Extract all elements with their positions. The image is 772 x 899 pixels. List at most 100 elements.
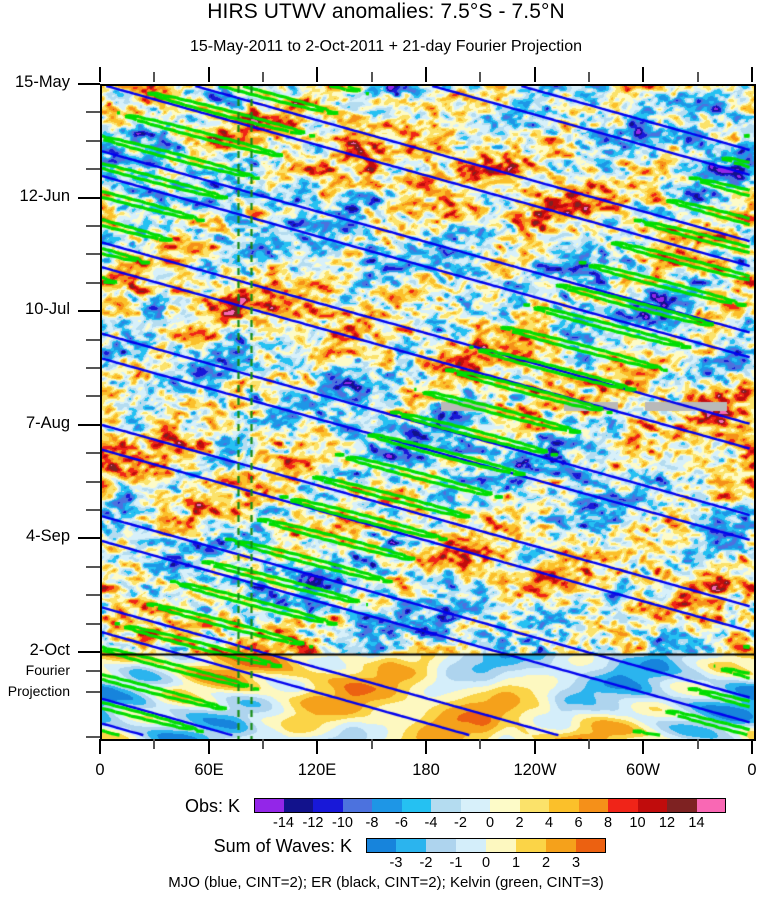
x-tick-minor-top bbox=[262, 72, 264, 82]
x-tick-minor bbox=[697, 739, 699, 749]
y-tick-minor bbox=[86, 670, 100, 672]
colorbar-tick-label: 3 bbox=[571, 855, 581, 871]
x-tick-minor-top bbox=[153, 72, 155, 82]
x-tick-minor bbox=[262, 739, 264, 749]
colorbar-swatches bbox=[254, 798, 726, 813]
colorbar-tick-label: 10 bbox=[629, 815, 646, 831]
y-tick-major bbox=[78, 537, 100, 539]
colorbar-swatch bbox=[546, 838, 576, 853]
colorbar-tick-label: 0 bbox=[481, 855, 491, 871]
x-tick-major-top bbox=[425, 67, 427, 82]
colorbar-swatches bbox=[366, 838, 606, 853]
y-tick-label: 2-Oct bbox=[29, 641, 70, 659]
x-tick-major-top bbox=[642, 67, 644, 82]
colorbar-swatch bbox=[696, 798, 726, 813]
colorbar-swatch bbox=[431, 798, 461, 813]
x-tick-major bbox=[425, 739, 427, 754]
wave-legend-caption: MJO (blue, CINT=2); ER (black, CINT=2); … bbox=[168, 874, 604, 891]
colorbar-tick-label: -10 bbox=[332, 815, 353, 831]
colorbar-tick-label: 0 bbox=[485, 815, 495, 831]
y-tick-label: 4-Sep bbox=[25, 527, 70, 545]
colorbar-title: Sum of Waves: K bbox=[213, 836, 352, 856]
x-tick-minor-top bbox=[479, 72, 481, 82]
x-tick-major bbox=[99, 739, 101, 754]
x-tick-major bbox=[751, 739, 753, 754]
colorbar-title: Obs: K bbox=[184, 796, 240, 816]
colorbar-swatch bbox=[283, 798, 313, 813]
colorbar-swatch bbox=[456, 838, 486, 853]
y-tick-minor bbox=[86, 140, 100, 142]
x-tick-label: 0 bbox=[95, 761, 105, 779]
x-tick-major bbox=[208, 739, 210, 754]
y-tick-major bbox=[78, 83, 100, 85]
y-tick-label: 7-Aug bbox=[25, 414, 70, 432]
x-tick-minor bbox=[153, 739, 155, 749]
colorbar-swatch bbox=[516, 838, 546, 853]
y-tick-major bbox=[78, 197, 100, 199]
colorbar-tick-label: -1 bbox=[449, 855, 463, 871]
y-tick-minor bbox=[86, 395, 100, 397]
colorbar-swatch bbox=[366, 838, 396, 853]
colorbar-tick-label: 6 bbox=[574, 815, 583, 831]
colorbar-swatch bbox=[486, 838, 516, 853]
colorbar-obs: Obs: K -14 -12 -10 -8 -6 -4 -2 0 2 4 6 8 10 12 14 bbox=[0, 796, 772, 836]
x-tick-label: 0 bbox=[747, 761, 757, 779]
page-title: HIRS UTWV anomalies: 7.5°S - 7.5°N bbox=[207, 0, 565, 23]
x-tick-label: 120E bbox=[297, 761, 337, 779]
y-tick-minor bbox=[86, 736, 100, 738]
colorbar-swatch bbox=[549, 798, 579, 813]
forecast-label-line1: Fourier bbox=[25, 662, 70, 678]
colorbar-tick-label: -6 bbox=[395, 815, 408, 831]
y-tick-minor bbox=[86, 452, 100, 454]
x-tick-minor bbox=[588, 739, 590, 749]
page-subtitle: 15-May-2011 to 2-Oct-2011 + 21-day Fouri… bbox=[189, 38, 583, 55]
x-tick-minor-top bbox=[371, 72, 373, 82]
colorbar-tick-label: -3 bbox=[389, 855, 403, 871]
colorbar-tick-label: -14 bbox=[273, 815, 294, 831]
y-tick-minor bbox=[86, 691, 100, 693]
forecast-label-line2: Projection bbox=[7, 683, 70, 699]
colorbar-swatch bbox=[254, 798, 284, 813]
colorbar-swatch bbox=[372, 798, 402, 813]
colorbar-swatch bbox=[313, 798, 343, 813]
y-tick-minor bbox=[86, 168, 100, 170]
y-tick-minor bbox=[86, 253, 100, 255]
x-tick-minor bbox=[371, 739, 373, 749]
y-tick-minor bbox=[86, 282, 100, 284]
y-tick-major bbox=[78, 310, 100, 312]
y-tick-major bbox=[78, 651, 100, 653]
y-tick-minor bbox=[86, 111, 100, 113]
y-tick-minor bbox=[86, 566, 100, 568]
x-tick-minor bbox=[479, 739, 481, 749]
colorbar-tick-label: 14 bbox=[688, 815, 705, 831]
y-tick-minor bbox=[86, 594, 100, 596]
colorbar-tick-label: 2 bbox=[541, 855, 551, 871]
x-tick-minor-top bbox=[697, 72, 699, 82]
colorbar-tick-label: 2 bbox=[515, 815, 524, 831]
colorbar-tick-label: -2 bbox=[454, 815, 467, 831]
colorbar-tick-label: 1 bbox=[511, 855, 521, 871]
x-tick-major-top bbox=[316, 67, 318, 82]
colorbar-swatch bbox=[396, 838, 426, 853]
wave-contour-overlay-canvas bbox=[102, 86, 754, 739]
colorbar-swatch bbox=[667, 798, 697, 813]
colorbar-tick-label: -12 bbox=[302, 815, 324, 831]
x-tick-major-top bbox=[534, 67, 536, 82]
x-tick-label: 60E bbox=[194, 761, 224, 779]
y-tick-minor bbox=[86, 339, 100, 341]
y-tick-major bbox=[78, 424, 100, 426]
colorbar-swatch bbox=[578, 798, 608, 813]
y-tick-minor bbox=[86, 509, 100, 511]
y-tick-label: 12-Jun bbox=[19, 187, 70, 205]
y-tick-minor bbox=[86, 481, 100, 483]
colorbar-swatch bbox=[490, 798, 520, 813]
x-tick-label: 180 bbox=[412, 761, 440, 779]
hovmoller-plot-area[interactable] bbox=[100, 84, 756, 741]
x-tick-label: 60W bbox=[626, 761, 660, 779]
x-tick-label: 120W bbox=[513, 761, 557, 779]
y-axis: 15-May 12-Jun 10-Jul 7-Aug 4-Sep 2-Oct Fourier… bbox=[0, 0, 100, 899]
colorbar-tick-label: -2 bbox=[419, 855, 433, 871]
x-tick-major bbox=[316, 739, 318, 754]
y-tick-minor bbox=[86, 367, 100, 369]
colorbar-swatch bbox=[637, 798, 667, 813]
